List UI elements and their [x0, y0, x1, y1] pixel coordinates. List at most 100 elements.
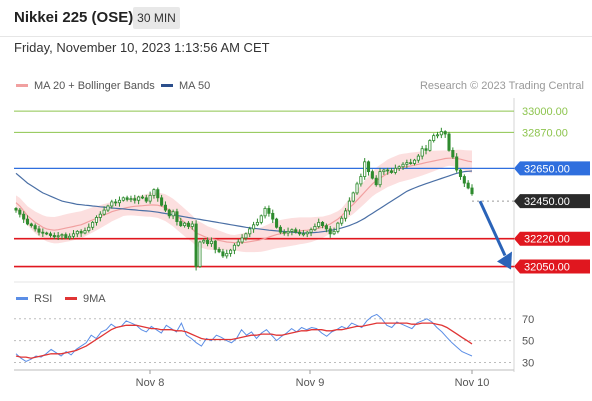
level-33000-label: 33000.00: [522, 106, 568, 118]
candle-body: [194, 223, 198, 267]
bollinger-band: [16, 149, 472, 253]
candle-body: [175, 211, 179, 222]
level-32050-tag: [514, 259, 590, 274]
candle-body: [321, 221, 325, 227]
candle-body: [14, 208, 18, 211]
candle-body: [259, 215, 263, 223]
candle-body: [64, 234, 68, 239]
candle-body: [87, 226, 91, 231]
candle-body: [160, 197, 164, 206]
candle-body: [221, 251, 225, 257]
candle-body: [148, 194, 152, 202]
legend-9ma-swatch: [65, 297, 77, 300]
legend-rsi-swatch: [16, 297, 28, 300]
candle-body: [451, 149, 455, 158]
candle-body: [75, 230, 79, 235]
ma50-line: [15, 170, 473, 234]
candle-body: [68, 235, 72, 239]
candle-body: [56, 235, 60, 238]
candle-body: [33, 225, 37, 230]
candle-body: [340, 217, 344, 224]
candle-body: [401, 163, 405, 168]
candle-body: [209, 240, 213, 245]
candle-body: [190, 223, 194, 227]
candle-body: [286, 230, 290, 234]
level-32450-tag: [514, 194, 590, 209]
timeframe-button[interactable]: 30 MIN: [133, 7, 180, 29]
x-axis-layer: Nov 8 Nov 9 Nov 10: [136, 370, 490, 389]
candle-body: [351, 192, 355, 202]
candle-body: [382, 169, 386, 173]
candle-body: [290, 229, 294, 232]
candle-body: [213, 240, 217, 250]
candle-body: [466, 182, 470, 189]
candle-body: [163, 204, 167, 211]
legend-ma50: MA 50: [161, 80, 210, 92]
candle-body: [198, 241, 202, 267]
candle-body: [18, 209, 22, 215]
candle-body: [244, 233, 248, 239]
candle-body: [443, 131, 447, 135]
candle-body: [125, 197, 129, 200]
candle-body: [370, 171, 374, 179]
candle-body: [144, 197, 148, 202]
legend-9ma: 9MA: [65, 293, 106, 305]
level-tags-layer: 33000.00 32870.00 32650.00 32450.00 32220.00…: [514, 106, 590, 274]
candle-body: [355, 183, 359, 194]
rsi-9ma-line: [15, 322, 473, 359]
candle-body: [263, 208, 267, 217]
candle-body: [83, 230, 87, 234]
level-32220-label: 32220.00: [524, 234, 570, 246]
candle-body: [156, 189, 160, 199]
rsi-tick-label: 50: [522, 336, 534, 348]
candle-body: [225, 253, 229, 257]
candle-body: [386, 169, 390, 172]
candle-body: [102, 209, 106, 215]
candle-body: [363, 161, 367, 177]
bollinger-band-layer: [16, 149, 472, 253]
legend-9ma-label: 9MA: [83, 293, 106, 305]
candle-body: [22, 213, 26, 220]
legend-ma50-swatch: [161, 84, 173, 87]
candle-body: [140, 196, 144, 199]
candle-body: [332, 230, 336, 235]
x-tick-label: Nov 8: [136, 377, 165, 389]
candle-body: [409, 162, 413, 165]
level-32650-tag: [514, 161, 590, 176]
candle-body: [91, 221, 95, 228]
chart-header: Nikkei 225 (OSE) 30 MIN: [0, 0, 592, 37]
x-tick-label: Nov 10: [455, 377, 490, 389]
candle-body: [45, 232, 49, 235]
candle-body: [48, 233, 53, 236]
instrument-title: Nikkei 225 (OSE): [14, 9, 134, 26]
candle-body: [179, 221, 183, 227]
legend-ma20: MA 20 + Bollinger Bands: [16, 80, 155, 92]
candle-body: [202, 239, 206, 243]
candle-body: [121, 197, 125, 201]
candle-body: [106, 205, 110, 211]
candle-body: [217, 248, 221, 253]
candle-body: [29, 223, 33, 227]
candle-body: [416, 155, 420, 161]
candle-body: [462, 176, 466, 184]
candle-body: [117, 199, 122, 204]
candle-body: [412, 159, 417, 164]
candle-body: [41, 231, 45, 234]
candle-body: [271, 212, 275, 220]
candle-body: [52, 235, 56, 238]
candle-body: [94, 217, 99, 223]
candle-body: [389, 170, 394, 173]
legend-rsi: RSI: [16, 293, 52, 305]
candle-body: [432, 135, 436, 141]
candle-body: [397, 166, 401, 169]
candle-body: [298, 231, 302, 235]
candle-body: [267, 208, 271, 214]
candle-body: [248, 228, 252, 235]
candle-body: [236, 241, 240, 246]
candle-body: [420, 148, 424, 157]
candle-body: [114, 201, 118, 204]
candles-layer: [14, 127, 474, 271]
credit-text: Research © 2023 Trading Central: [420, 80, 584, 92]
timestamp: Friday, November 10, 2023 1:13:56 AM CET: [14, 40, 270, 55]
candle-body: [328, 228, 332, 235]
